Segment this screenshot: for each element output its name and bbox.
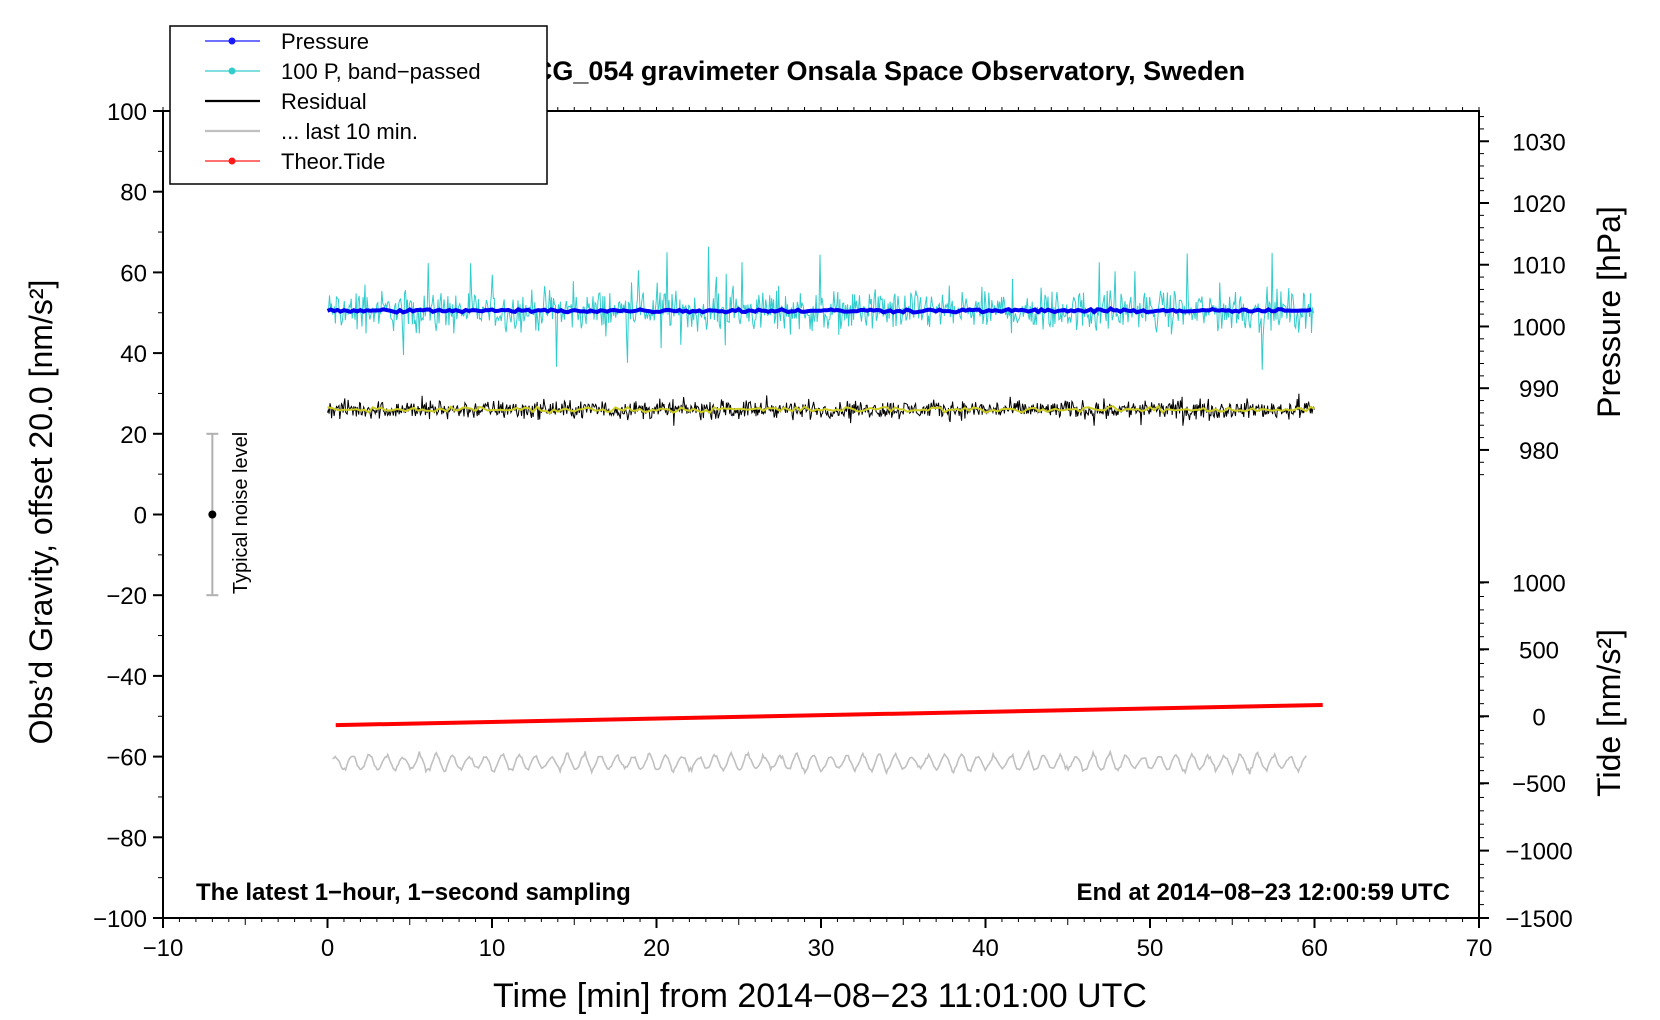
pressure-tick-label: 990 bbox=[1519, 376, 1559, 403]
annotation-left: The latest 1−hour, 1−second sampling bbox=[196, 879, 631, 906]
y-tick-label: −80 bbox=[106, 825, 147, 852]
tide-tick-label: 500 bbox=[1519, 637, 1559, 664]
tide-tick-label: 1000 bbox=[1512, 570, 1565, 597]
y-tick-label: −20 bbox=[106, 583, 147, 610]
legend-marker bbox=[228, 157, 236, 165]
pressure-tick-label: 1030 bbox=[1512, 129, 1565, 156]
axes-layer bbox=[162, 110, 1480, 919]
x-tick-label: 0 bbox=[321, 935, 334, 962]
tide-tick-label: −1500 bbox=[1505, 906, 1572, 933]
y-axis-label-pressure: Pressure [hPa] bbox=[1591, 206, 1627, 418]
x-tick-label: 10 bbox=[479, 935, 506, 962]
tide-tick-label: −500 bbox=[1512, 771, 1566, 798]
y-tick-label: −60 bbox=[106, 745, 147, 772]
legend-label: ... last 10 min. bbox=[281, 119, 418, 144]
pressure-tick-label: 1010 bbox=[1512, 253, 1565, 280]
noise-indicator bbox=[206, 432, 219, 597]
x-tick-label: 20 bbox=[643, 935, 670, 962]
x-tick-label: 40 bbox=[972, 935, 999, 962]
y-axis-label-left: Obs’d Gravity, offset 20.0 [nm/s²] bbox=[23, 280, 59, 745]
y-tick-label: 60 bbox=[120, 260, 147, 287]
annotation-right: End at 2014−08−23 12:00:59 UTC bbox=[1076, 879, 1450, 906]
legend-label: Pressure bbox=[281, 29, 369, 54]
y-tick-label: 100 bbox=[107, 99, 147, 126]
series-layer bbox=[326, 246, 1323, 777]
legend-marker bbox=[228, 67, 236, 75]
x-tick-label: −10 bbox=[143, 935, 184, 962]
pressure-tick-label: 980 bbox=[1519, 438, 1559, 465]
noise-center-dot bbox=[208, 510, 217, 519]
x-tick-label: 30 bbox=[808, 935, 835, 962]
tide-tick-label: −1000 bbox=[1505, 839, 1572, 866]
y-tick-label: 0 bbox=[134, 503, 147, 530]
series-residual-smoothed bbox=[327, 404, 1315, 415]
legend-label: Theor.Tide bbox=[281, 149, 385, 174]
y-tick-label: 40 bbox=[120, 341, 147, 368]
series-theor-tide bbox=[335, 702, 1323, 728]
y-axis-label-tide: Tide [nm/s²] bbox=[1591, 629, 1627, 797]
ticks-layer: −10 0 10 20 30 40 50 60 70−100−80−60−40−20020406… bbox=[93, 99, 1573, 962]
x-tick-label: 50 bbox=[1137, 935, 1164, 962]
y-tick-label: −100 bbox=[93, 906, 147, 933]
legend-marker bbox=[228, 37, 236, 45]
tide-tick-label: 0 bbox=[1532, 704, 1545, 731]
x-tick-label: 70 bbox=[1466, 935, 1493, 962]
pressure-tick-label: 1000 bbox=[1512, 314, 1565, 341]
noise-label: Typical noise level bbox=[230, 432, 252, 594]
series-band-passed bbox=[327, 246, 1314, 370]
series-last-10-min bbox=[332, 749, 1307, 777]
plot-frame bbox=[162, 110, 1480, 919]
legend-label: Residual bbox=[281, 89, 367, 114]
y-tick-label: 20 bbox=[120, 422, 147, 449]
y-tick-label: −40 bbox=[106, 664, 147, 691]
x-tick-label: 60 bbox=[1301, 935, 1328, 962]
legend-label: 100 P, band−passed bbox=[281, 59, 481, 84]
x-axis-label: Time [min] from 2014−08−23 11:01:00 UTC bbox=[493, 977, 1147, 1015]
series-pressure bbox=[326, 306, 1312, 315]
pressure-tick-label: 1020 bbox=[1512, 191, 1565, 218]
chart-title: SCG_054 gravimeter Onsala Space Observat… bbox=[515, 56, 1245, 86]
legend: Pressure 100 P, band−passed Residual ... la… bbox=[169, 25, 548, 185]
legend-items: Pressure 100 P, band−passed Residual ... la… bbox=[205, 29, 481, 174]
y-tick-label: 80 bbox=[120, 180, 147, 207]
